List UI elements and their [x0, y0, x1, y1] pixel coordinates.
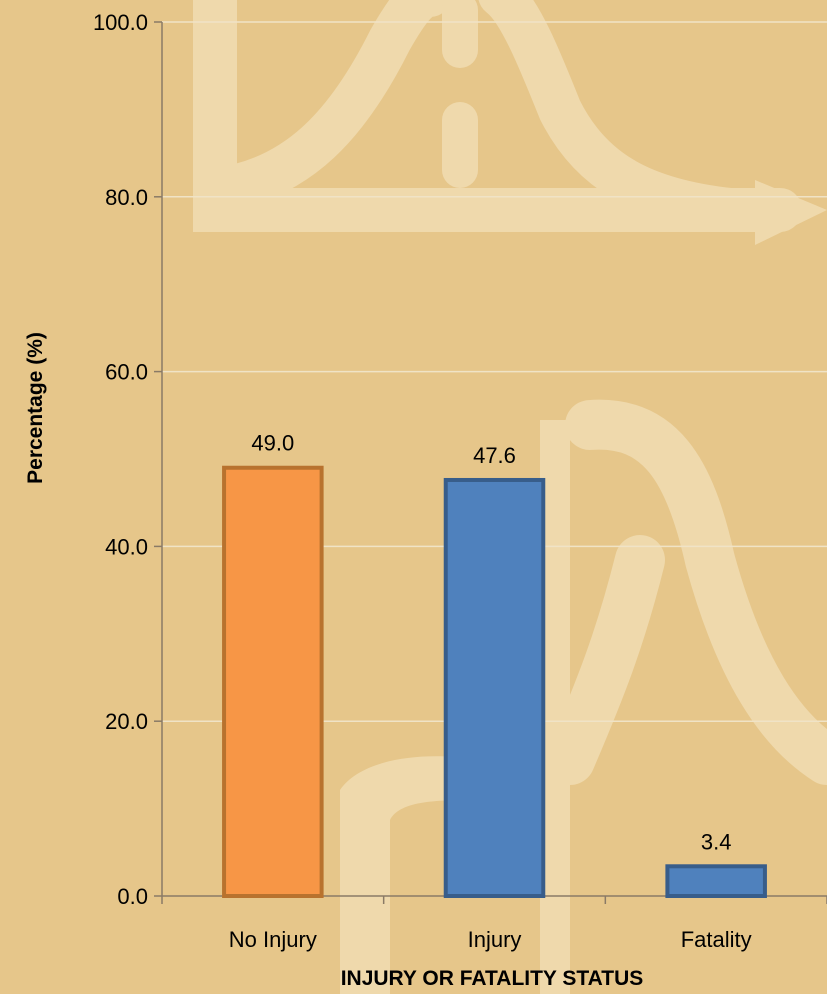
data-label: 49.0: [251, 431, 294, 456]
bar-injury: [443, 477, 546, 898]
watermark-lambda-leg: [545, 535, 665, 785]
y-axis-title: Percentage (%): [24, 332, 47, 484]
y-tick-label: 40.0: [105, 534, 148, 559]
watermark-bell-curve: [193, 0, 452, 212]
y-tick-label: 60.0: [105, 360, 148, 385]
y-tick-label: 0.0: [117, 884, 148, 909]
bar-no-injury: [222, 465, 324, 898]
y-tick-label: 80.0: [105, 185, 148, 210]
watermark-vertical-bar: [540, 420, 570, 994]
bars: [222, 465, 767, 898]
y-tick-label: 100.0: [93, 10, 148, 35]
data-label: 3.4: [701, 829, 732, 854]
bar-fatality: [665, 864, 767, 898]
x-tick-label: Fatality: [681, 927, 752, 952]
watermark-lambda: [565, 399, 827, 785]
watermark-axis-line: [193, 0, 802, 232]
watermark-arrow-head: [755, 180, 827, 245]
x-axis-title: INJURY OR FATALITY STATUS: [341, 967, 644, 990]
data-label: 47.6: [473, 443, 516, 468]
watermark-bell-curve-right: [478, 0, 752, 232]
x-tick-label: Injury: [468, 927, 522, 952]
y-tick-label: 20.0: [105, 709, 148, 734]
x-tick-label: No Injury: [229, 927, 317, 952]
data-labels: 49.0 No Injury 47.6 Injury 3.4 Fatality: [229, 431, 752, 952]
